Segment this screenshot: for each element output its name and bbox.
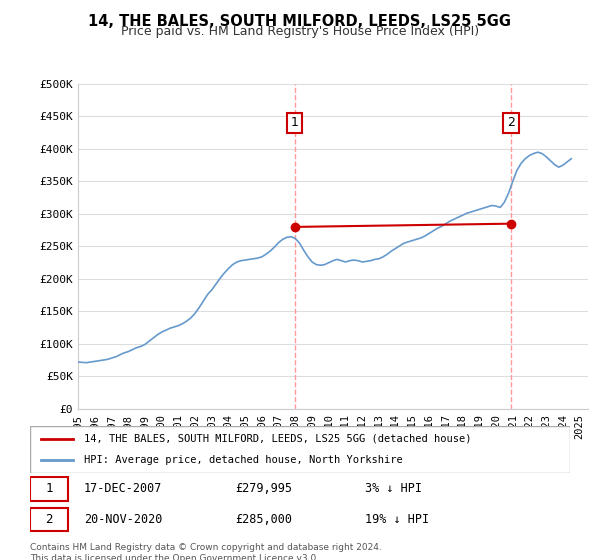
Text: 3% ↓ HPI: 3% ↓ HPI: [365, 482, 422, 496]
Text: 2: 2: [507, 116, 515, 129]
FancyBboxPatch shape: [30, 508, 68, 531]
Text: 1: 1: [291, 116, 299, 129]
Text: 19% ↓ HPI: 19% ↓ HPI: [365, 513, 429, 526]
Text: 2: 2: [45, 513, 53, 526]
Text: Price paid vs. HM Land Registry's House Price Index (HPI): Price paid vs. HM Land Registry's House …: [121, 25, 479, 38]
Text: 1: 1: [45, 482, 53, 496]
Text: 14, THE BALES, SOUTH MILFORD, LEEDS, LS25 5GG: 14, THE BALES, SOUTH MILFORD, LEEDS, LS2…: [89, 14, 511, 29]
Text: HPI: Average price, detached house, North Yorkshire: HPI: Average price, detached house, Nort…: [84, 455, 403, 465]
Text: £279,995: £279,995: [235, 482, 292, 496]
Text: 14, THE BALES, SOUTH MILFORD, LEEDS, LS25 5GG (detached house): 14, THE BALES, SOUTH MILFORD, LEEDS, LS2…: [84, 434, 472, 444]
Text: 20-NOV-2020: 20-NOV-2020: [84, 513, 163, 526]
Text: 17-DEC-2007: 17-DEC-2007: [84, 482, 163, 496]
FancyBboxPatch shape: [30, 477, 68, 501]
Text: £285,000: £285,000: [235, 513, 292, 526]
Text: Contains HM Land Registry data © Crown copyright and database right 2024.
This d: Contains HM Land Registry data © Crown c…: [30, 543, 382, 560]
FancyBboxPatch shape: [30, 426, 570, 473]
